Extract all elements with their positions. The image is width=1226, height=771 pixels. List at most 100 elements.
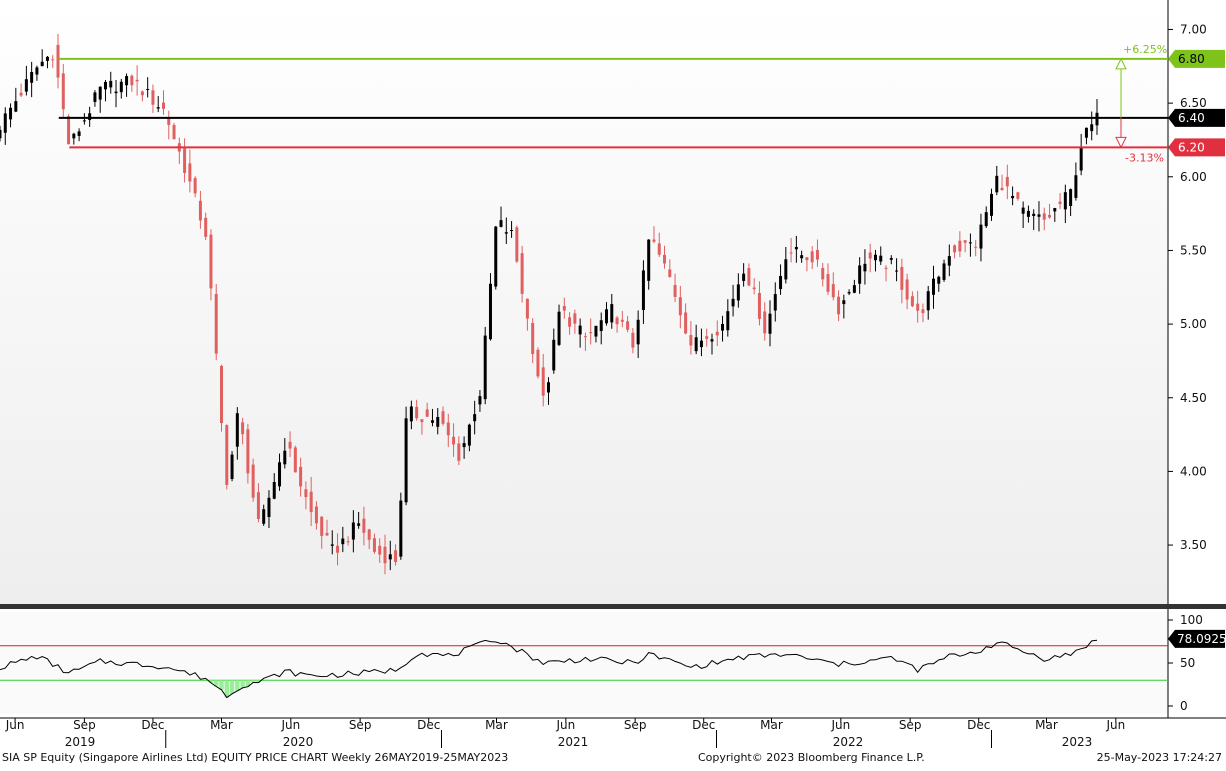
candle-body <box>40 61 44 67</box>
candle-body <box>1058 201 1062 204</box>
candle-body <box>620 319 624 322</box>
upper-value-tag-bg <box>1168 49 1225 68</box>
x-month-label: Mar <box>485 718 508 732</box>
x-month-label: Dec <box>967 718 990 732</box>
lower-value-tag-bg <box>1168 138 1225 157</box>
candle-body <box>409 406 413 422</box>
candle-body <box>35 67 39 75</box>
candle-body <box>362 518 366 533</box>
candle-body <box>103 81 107 90</box>
x-month-label: Jun <box>5 718 25 732</box>
x-month-label: Jun <box>830 718 850 732</box>
upper-arrow-head <box>1115 57 1127 70</box>
candle-body <box>536 349 540 377</box>
candle-body <box>1000 187 1004 191</box>
candle-body <box>821 267 825 280</box>
candle-body <box>1090 124 1094 132</box>
candle-body <box>831 284 835 298</box>
candle-body <box>98 86 102 100</box>
candle-body <box>0 129 2 139</box>
candle-body <box>974 246 978 248</box>
x-year-label: 2019 <box>65 735 96 749</box>
price-panel-bg <box>0 0 1168 604</box>
candle-body <box>1005 176 1009 187</box>
x-month-label: Jun <box>280 718 300 732</box>
candle-body <box>61 73 65 110</box>
candle-body <box>842 300 846 305</box>
candle-body <box>430 420 434 423</box>
last-price-tag-bg <box>1168 108 1225 127</box>
candle-body <box>531 322 535 355</box>
x-month-label: Sep <box>624 718 647 732</box>
candle-body <box>910 296 914 307</box>
candle-body <box>815 249 819 260</box>
candle-body <box>1026 210 1030 217</box>
footer-timestamp: 25-May-2023 17:24:27 <box>1096 751 1222 764</box>
candle-body <box>172 124 176 140</box>
candle-body <box>568 317 572 327</box>
candle-body <box>689 335 693 346</box>
candle-body <box>309 491 313 513</box>
lower-pct-label: -3.13% <box>1125 151 1164 164</box>
candle-body <box>351 522 355 540</box>
rsi-ytick-label: 0 <box>1180 699 1188 713</box>
x-year-label: 2020 <box>283 735 314 749</box>
candle-body <box>1095 112 1099 126</box>
candle-body <box>1037 214 1041 217</box>
candle-body <box>663 254 667 264</box>
candle-body <box>1074 175 1078 198</box>
candle-body <box>921 309 925 314</box>
candle-body <box>314 506 318 524</box>
candle-body <box>346 541 350 543</box>
candle-body <box>1063 192 1067 210</box>
candle-body <box>293 447 297 473</box>
candle-body <box>1016 192 1020 199</box>
candle-body <box>784 259 788 280</box>
x-month-label: Dec <box>141 718 164 732</box>
candle-body <box>673 284 677 297</box>
candle-body <box>30 71 34 83</box>
candle-body <box>209 234 213 289</box>
x-month-label: Jun <box>1105 718 1125 732</box>
candle-body <box>610 304 614 323</box>
candle-body <box>937 276 941 284</box>
price-ytick-label: 6.00 <box>1180 170 1207 184</box>
candle-body <box>193 178 197 194</box>
candle-body <box>130 75 134 86</box>
x-month-label: Dec <box>417 718 440 732</box>
x-month-label: Sep <box>899 718 922 732</box>
candle-body <box>67 116 71 145</box>
candle-body <box>51 59 55 61</box>
candle-body <box>88 113 92 121</box>
candle-body <box>779 275 783 290</box>
candle-body <box>441 411 445 424</box>
x-month-label: Jun <box>555 718 575 732</box>
candle-body <box>652 239 656 242</box>
candle-body <box>267 497 271 518</box>
candle-body <box>963 240 967 243</box>
price-ytick-label: 3.50 <box>1180 538 1207 552</box>
candle-body <box>805 257 809 261</box>
candle-body <box>56 44 60 78</box>
candle-body <box>457 443 461 461</box>
candle-body <box>420 419 424 423</box>
candle-body <box>557 311 561 345</box>
candle-body <box>715 331 719 336</box>
x-month-label: Mar <box>210 718 233 732</box>
candle-body <box>583 336 587 338</box>
candle-body <box>942 263 946 280</box>
candle-body <box>93 92 97 102</box>
price-ytick-label: 4.50 <box>1180 391 1207 405</box>
candle-body <box>478 396 482 405</box>
candle-body <box>1053 208 1057 212</box>
candle-body <box>684 312 688 334</box>
candle-body <box>515 227 519 262</box>
candle-body <box>256 492 260 519</box>
candle-body <box>336 545 340 553</box>
candle-body <box>984 212 988 227</box>
candle-body <box>510 230 514 232</box>
candle-body <box>858 265 862 284</box>
candle-body <box>394 550 398 562</box>
